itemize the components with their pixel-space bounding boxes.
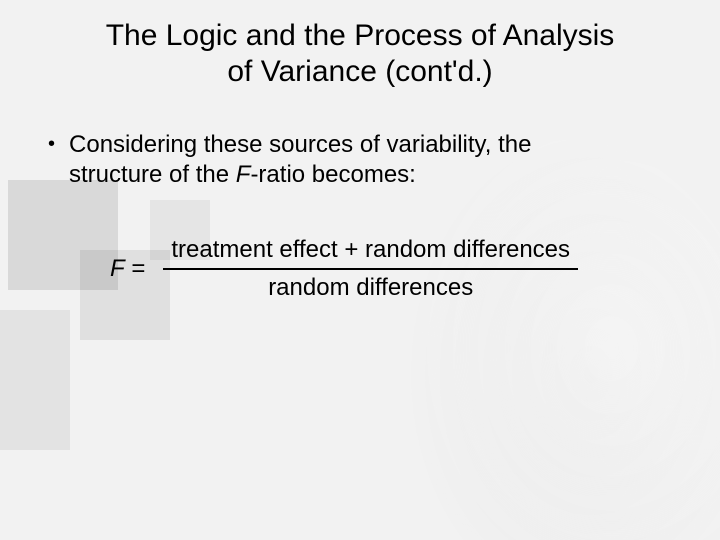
formula-numerator: treatment effect + random differences <box>163 232 578 268</box>
formula-equals: = <box>125 255 146 282</box>
title-line-1: The Logic and the Process of Analysis <box>106 19 615 52</box>
bullet-line-2-italic: F <box>236 161 251 188</box>
bullet-text: Considering these sources of variability… <box>69 130 531 190</box>
title-line-2: of Variance (cont'd.) <box>227 55 492 88</box>
f-ratio-formula: F = treatment effect + random difference… <box>110 232 660 306</box>
slide-title: The Logic and the Process of Analysis of… <box>40 18 680 90</box>
formula-denominator: random differences <box>260 270 481 306</box>
formula-lhs: F = <box>110 255 145 283</box>
slide-body: • Considering these sources of variabili… <box>48 130 660 190</box>
bullet-item: • Considering these sources of variabili… <box>48 130 660 190</box>
slide: The Logic and the Process of Analysis of… <box>0 0 720 540</box>
formula-variable-f: F <box>110 255 125 282</box>
bullet-line-2-suffix: -ratio becomes: <box>250 161 415 188</box>
formula-fraction: treatment effect + random differences ra… <box>163 232 578 306</box>
bullet-dot-icon: • <box>48 130 55 158</box>
bg-head-silhouette <box>360 140 720 540</box>
bullet-line-2-prefix: structure of the <box>69 161 236 188</box>
bg-block-0 <box>8 180 118 290</box>
bg-block-2 <box>0 310 70 450</box>
bullet-line-1: Considering these sources of variability… <box>69 131 531 158</box>
